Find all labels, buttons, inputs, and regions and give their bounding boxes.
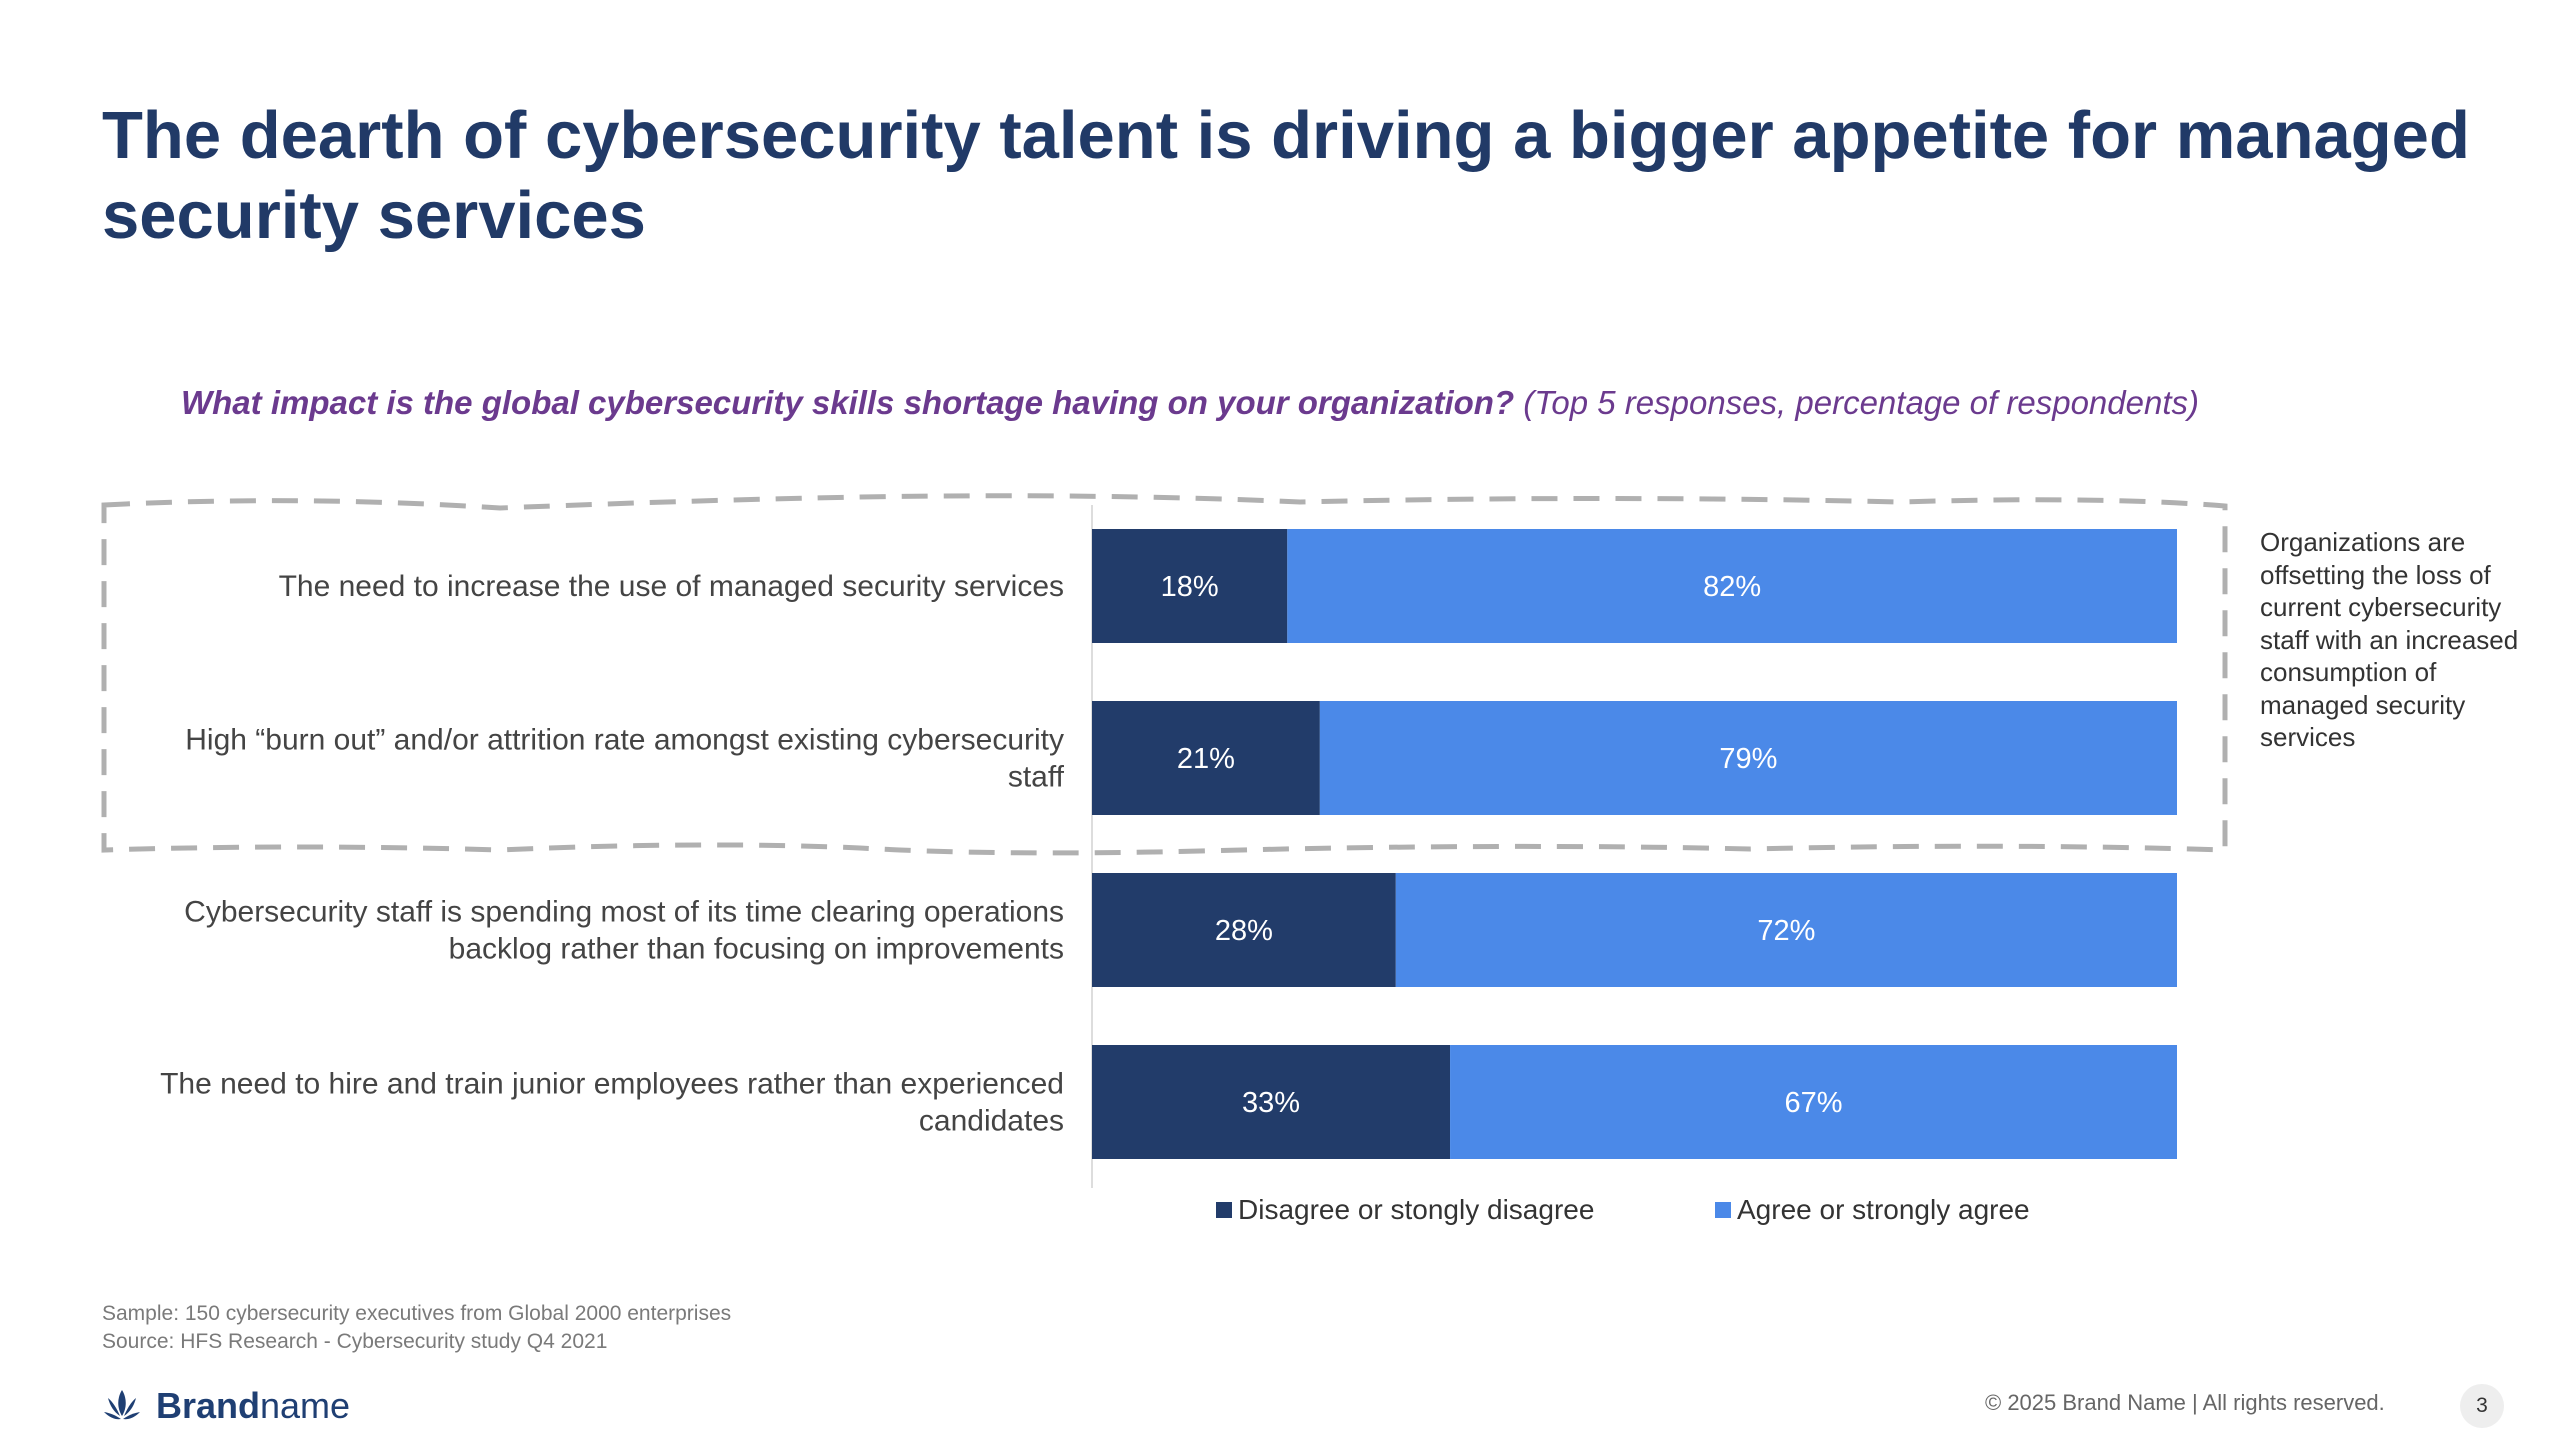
- brand-lotus-icon: [104, 1390, 140, 1420]
- highlight-dashed-box: [101, 493, 2228, 856]
- brand-name-rest: name: [260, 1385, 351, 1426]
- page-title: The dearth of cybersecurity talent is dr…: [102, 98, 2470, 253]
- data-label-agree-1: 82%: [1703, 571, 1761, 603]
- category-label-2: High “burn out” and/or attrition rate am…: [185, 724, 1064, 757]
- question-note: (Top 5 responses, percentage of responde…: [1514, 384, 2199, 421]
- data-label-disagree-2: 21%: [1177, 743, 1235, 775]
- page-number: 3: [2460, 1384, 2504, 1428]
- stacked-bar-chart: 18% 82% 21% 79% 28% 72% 33% 67% The need to inc…: [101, 493, 2228, 1225]
- source-note: Source: HFS Research - Cybersecurity stu…: [102, 1330, 608, 1353]
- legend-label-disagree: Disagree or stongly disagree: [1238, 1194, 1594, 1225]
- data-label-agree-2: 79%: [1719, 743, 1777, 775]
- chart-legend: Disagree or stongly disagree Agree or str…: [1216, 1194, 2030, 1225]
- legend-swatch-agree: [1715, 1202, 1731, 1218]
- data-label-disagree-4: 33%: [1242, 1087, 1300, 1119]
- brand-logo: Brandname: [102, 1384, 350, 1428]
- survey-question: What impact is the global cybersecurity …: [181, 384, 2481, 422]
- data-label-disagree-1: 18%: [1161, 571, 1219, 603]
- category-labels: The need to increase the use of managed …: [160, 570, 1065, 1138]
- category-label-3: Cybersecurity staff is spending most of …: [184, 896, 1064, 929]
- bar-agree-3: [1395, 873, 2177, 987]
- bar-disagree-4: [1092, 1045, 1451, 1159]
- category-label-4: candidates: [919, 1105, 1064, 1138]
- copyright-text: © 2025 Brand Name | All rights reserved.: [1985, 1390, 2385, 1415]
- callout-text: Organizations are offsetting the loss of…: [2260, 527, 2519, 752]
- bar-disagree-2: [1092, 701, 1320, 815]
- sample-note: Sample: 150 cybersecurity executives fro…: [102, 1302, 732, 1325]
- data-label-agree-3: 72%: [1757, 915, 1815, 947]
- data-label-disagree-3: 28%: [1215, 915, 1273, 947]
- bar-agree-2: [1319, 701, 2177, 815]
- bar-agree-1: [1287, 529, 2177, 643]
- bar-agree-4: [1450, 1045, 2177, 1159]
- bars-layer: 18% 82% 21% 79% 28% 72% 33% 67%: [1092, 529, 2177, 1159]
- legend-label-agree: Agree or strongly agree: [1737, 1194, 2030, 1225]
- question-text: What impact is the global cybersecurity …: [181, 384, 1515, 421]
- brand-name: Brandname: [156, 1385, 350, 1427]
- legend-swatch-disagree: [1216, 1202, 1232, 1218]
- bar-disagree-1: [1092, 529, 1288, 643]
- category-label-1: The need to increase the use of managed …: [279, 570, 1064, 603]
- data-label-agree-4: 67%: [1785, 1087, 1843, 1119]
- brand-name-bold: Brand: [156, 1385, 261, 1426]
- bar-disagree-3: [1092, 873, 1396, 987]
- category-label-3: backlog rather than focusing on improvem…: [449, 933, 1064, 966]
- category-label-2: staff: [1008, 761, 1065, 794]
- category-label-4: The need to hire and train junior employ…: [160, 1068, 1064, 1101]
- footnote: Sample: 150 cybersecurity executives fro…: [102, 1300, 731, 1356]
